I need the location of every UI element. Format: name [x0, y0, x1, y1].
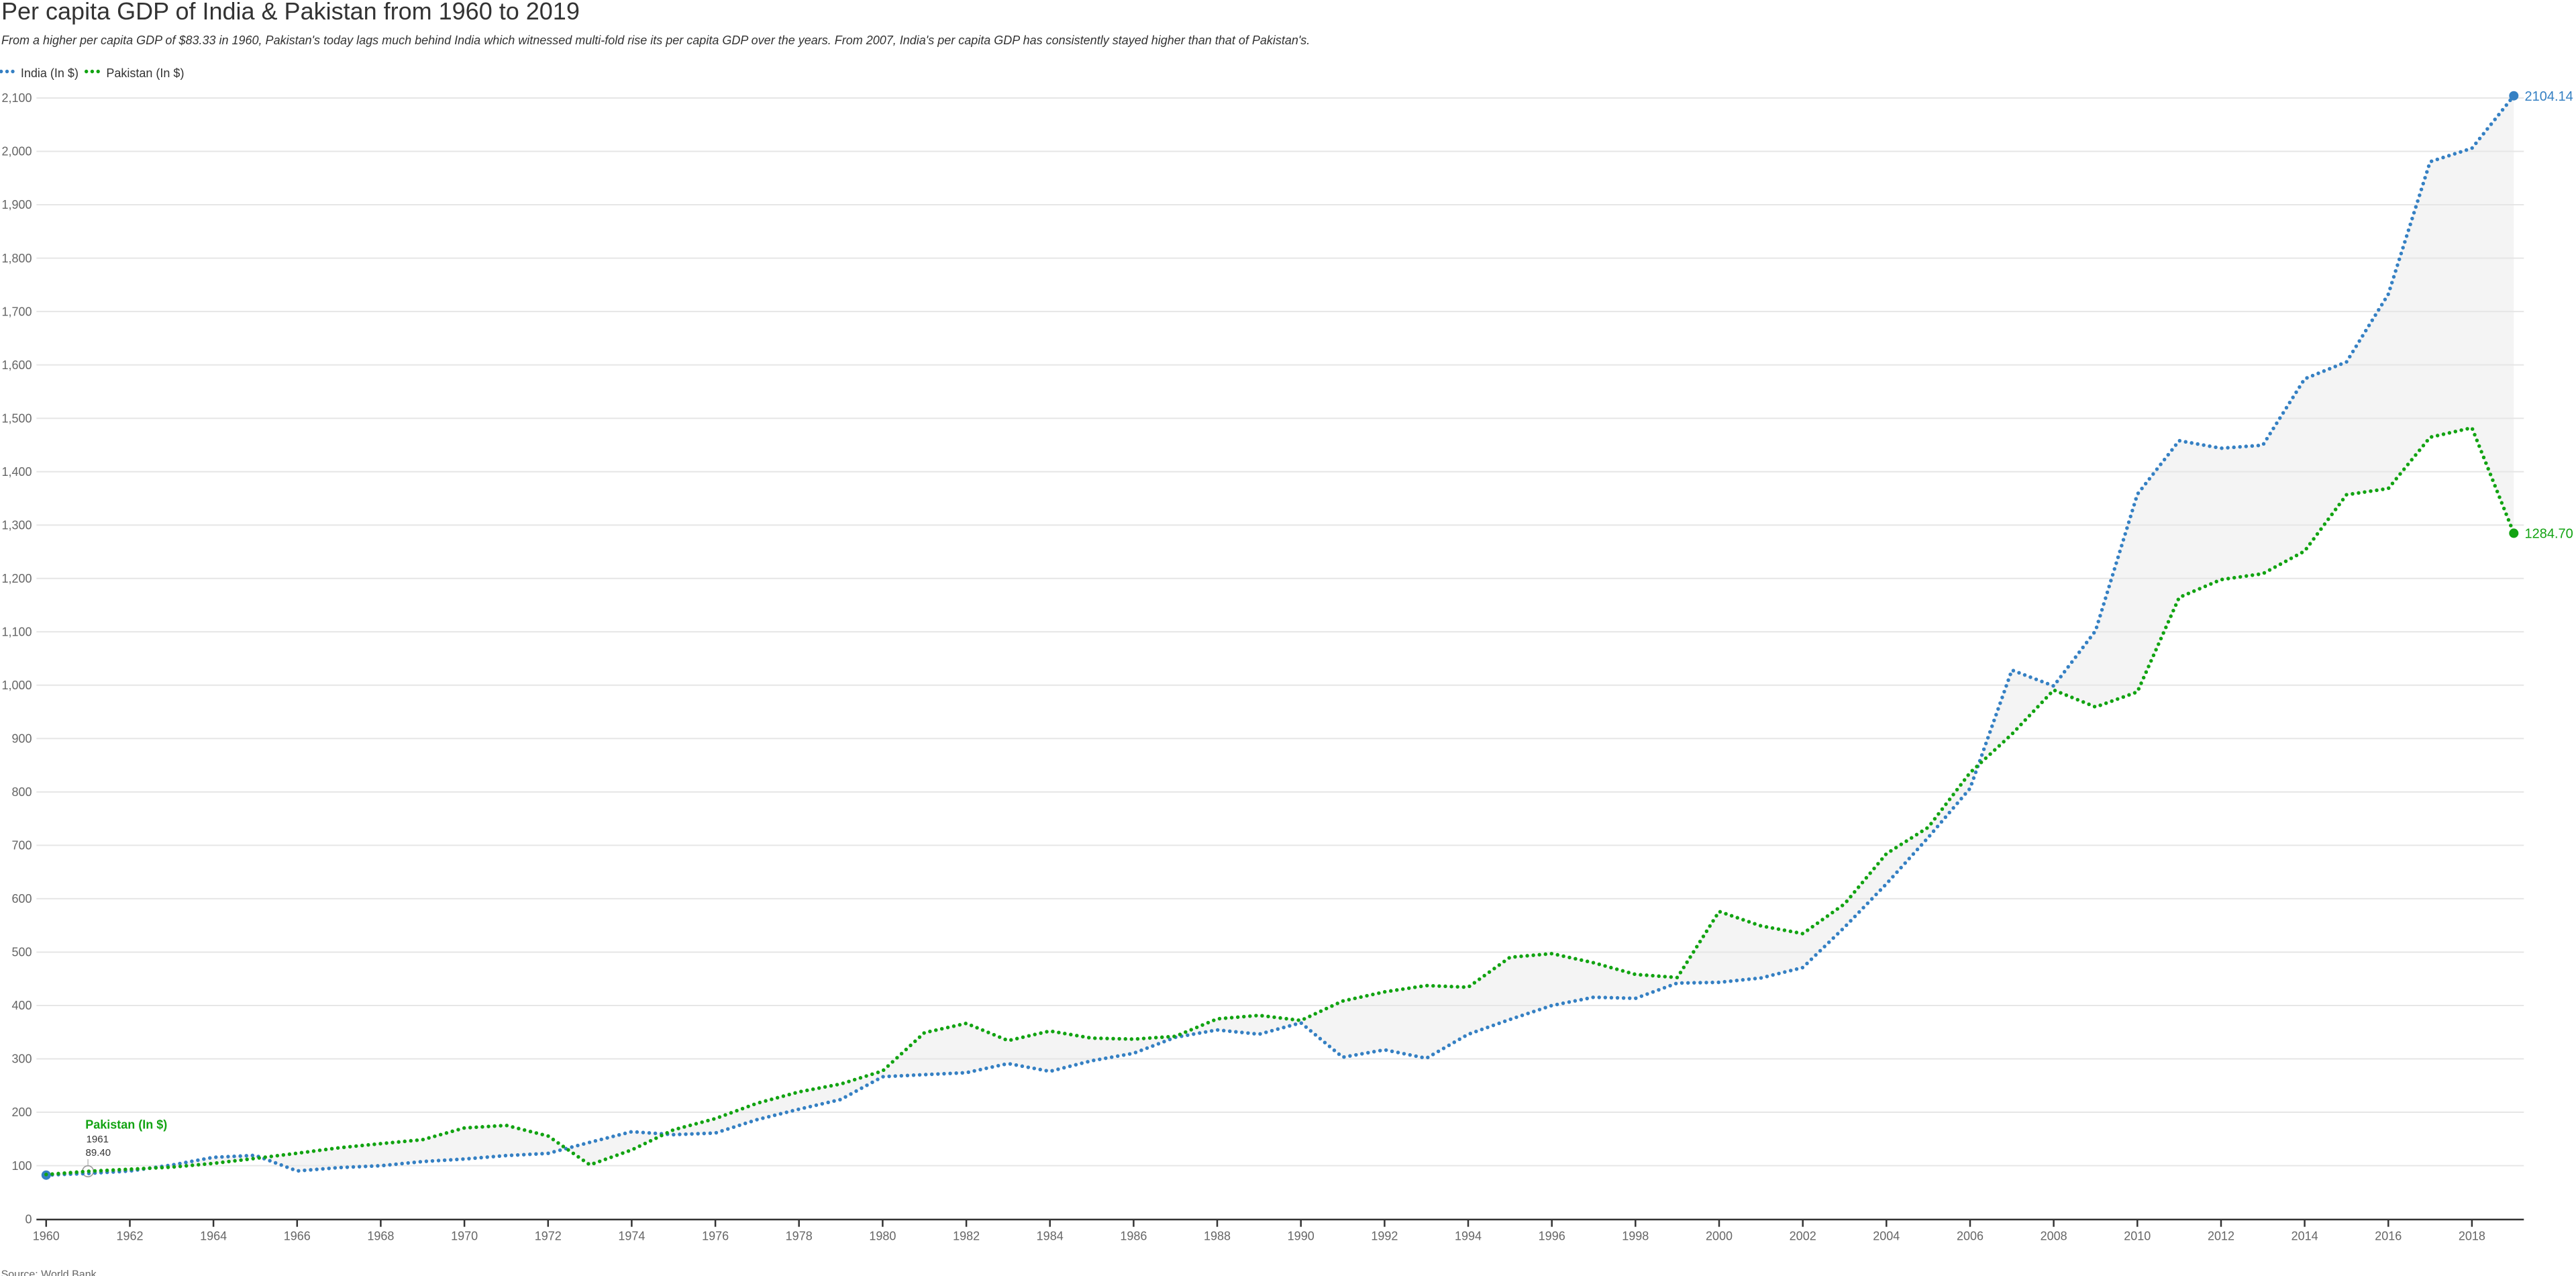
- svg-text:1978: 1978: [786, 1230, 813, 1243]
- svg-text:1996: 1996: [1539, 1230, 1565, 1243]
- svg-text:1,800: 1,800: [1, 252, 32, 265]
- svg-text:1994: 1994: [1455, 1230, 1482, 1243]
- svg-text:400: 400: [11, 999, 32, 1012]
- svg-text:2,000: 2,000: [1, 145, 32, 158]
- svg-text:1960: 1960: [33, 1230, 60, 1243]
- svg-text:1982: 1982: [953, 1230, 980, 1243]
- svg-text:1,500: 1,500: [1, 411, 32, 425]
- svg-text:2004: 2004: [1873, 1230, 1900, 1243]
- svg-text:Pakistan (In $): Pakistan (In $): [106, 66, 184, 80]
- svg-text:1984: 1984: [1037, 1230, 1064, 1243]
- svg-text:1,300: 1,300: [1, 518, 32, 532]
- svg-text:1992: 1992: [1371, 1230, 1398, 1243]
- svg-text:1,400: 1,400: [1, 465, 32, 479]
- svg-text:2014: 2014: [2291, 1230, 2318, 1243]
- svg-text:700: 700: [11, 839, 32, 852]
- svg-text:1988: 1988: [1204, 1230, 1231, 1243]
- svg-text:1974: 1974: [618, 1230, 645, 1243]
- svg-text:2010: 2010: [2124, 1230, 2151, 1243]
- svg-text:500: 500: [11, 946, 32, 959]
- svg-text:1284.70: 1284.70: [2525, 527, 2573, 542]
- svg-text:900: 900: [11, 732, 32, 746]
- svg-text:600: 600: [11, 892, 32, 905]
- svg-text:89.40: 89.40: [86, 1147, 111, 1159]
- svg-text:1998: 1998: [1622, 1230, 1649, 1243]
- svg-text:1961: 1961: [87, 1134, 109, 1145]
- svg-text:Source: World Bank: Source: World Bank: [1, 1269, 97, 1276]
- svg-text:1,100: 1,100: [1, 626, 32, 639]
- svg-text:1964: 1964: [200, 1230, 227, 1243]
- svg-text:From a higher per capita GDP o: From a higher per capita GDP of $83.33 i…: [1, 34, 1310, 47]
- svg-text:1,900: 1,900: [1, 198, 32, 211]
- svg-text:0: 0: [25, 1212, 32, 1226]
- svg-text:1972: 1972: [535, 1230, 562, 1243]
- svg-text:1,000: 1,000: [1, 679, 32, 692]
- svg-text:300: 300: [11, 1052, 32, 1066]
- svg-text:2012: 2012: [2208, 1230, 2234, 1243]
- svg-text:1962: 1962: [116, 1230, 143, 1243]
- svg-text:200: 200: [11, 1106, 32, 1119]
- svg-text:1,700: 1,700: [1, 305, 32, 318]
- svg-text:Pakistan (In $): Pakistan (In $): [85, 1118, 167, 1131]
- svg-text:2000: 2000: [1706, 1230, 1733, 1243]
- svg-text:2008: 2008: [2041, 1230, 2067, 1243]
- svg-text:1,200: 1,200: [1, 572, 32, 585]
- svg-text:2016: 2016: [2375, 1230, 2402, 1243]
- svg-text:2,100: 2,100: [1, 91, 32, 105]
- svg-text:2018: 2018: [2459, 1230, 2485, 1243]
- svg-text:1986: 1986: [1120, 1230, 1147, 1243]
- svg-text:1990: 1990: [1288, 1230, 1315, 1243]
- svg-text:1980: 1980: [869, 1230, 896, 1243]
- svg-text:2104.14: 2104.14: [2525, 89, 2573, 104]
- svg-text:1966: 1966: [284, 1230, 311, 1243]
- svg-text:1968: 1968: [367, 1230, 394, 1243]
- svg-text:100: 100: [11, 1159, 32, 1173]
- svg-text:Per capita GDP of India & Paki: Per capita GDP of India & Pakistan from …: [1, 0, 580, 25]
- svg-text:2002: 2002: [1790, 1230, 1816, 1243]
- svg-text:India (In $): India (In $): [21, 66, 79, 80]
- svg-text:800: 800: [11, 785, 32, 799]
- svg-text:1970: 1970: [451, 1230, 478, 1243]
- svg-text:1976: 1976: [702, 1230, 729, 1243]
- svg-text:2006: 2006: [1957, 1230, 1983, 1243]
- svg-text:1,600: 1,600: [1, 358, 32, 372]
